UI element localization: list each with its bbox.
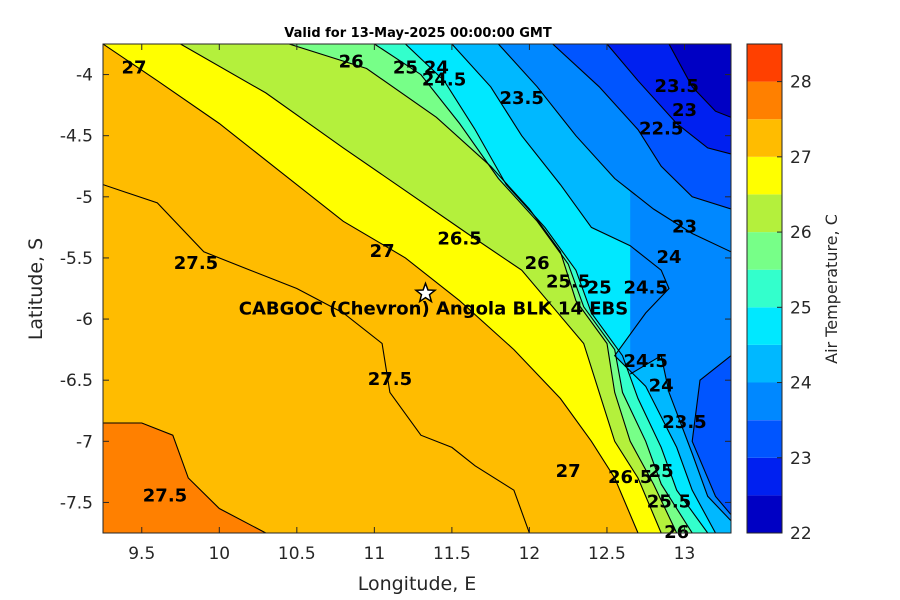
contour-line-22-5 — [668, 44, 731, 118]
x-tick-label: 10.5 — [278, 544, 316, 564]
x-tick-label: 13 — [674, 544, 696, 564]
colorbar-label: Air Temperature, C — [822, 214, 841, 364]
contour-label: 23.5 — [662, 412, 706, 433]
colorbar-swatch — [747, 44, 782, 82]
contour-label: 24.5 — [422, 70, 466, 91]
contour-line-26-5 — [180, 44, 662, 533]
contour-label: 26.5 — [437, 229, 481, 250]
contour-label: 27.5 — [143, 485, 187, 506]
contour-label: 23.5 — [654, 76, 698, 97]
colorbar-frame — [746, 43, 783, 534]
colorbar-swatch — [747, 269, 782, 308]
y-axis-label: Latitude, S — [25, 238, 47, 340]
colorbar-swatch — [747, 119, 782, 157]
x-tick-label: 9.5 — [128, 544, 155, 564]
contour-line-27 — [103, 44, 639, 533]
chart-title: Valid for 13-May-2025 00:00:00 GMT — [284, 26, 552, 41]
contour-line-24-5 — [451, 44, 716, 533]
contour-line-23-5 — [552, 44, 731, 210]
contour-label: 26 — [339, 51, 364, 72]
x-tick-label: 11.5 — [433, 544, 471, 564]
contour-line-layer — [103, 44, 731, 533]
plot-area: 27 26 25 2424.523.523.52322.527.52726.52625… — [102, 43, 732, 543]
colorbar-tick-label: 28 — [790, 73, 812, 93]
contour-line-24 — [497, 44, 731, 253]
contour-label: 26 — [525, 253, 550, 274]
contour-label: 23.5 — [499, 88, 543, 109]
colorbar-swatch — [747, 344, 782, 383]
contour-label: 24.5 — [623, 278, 667, 299]
contour-line-27-5 — [103, 422, 267, 533]
y-tick-label: -5.5 — [60, 249, 93, 269]
colorbar-swatch — [747, 232, 782, 270]
contour-label: 24 — [656, 247, 681, 268]
contour-label: 22.5 — [639, 119, 683, 140]
contour-label: 25 — [649, 461, 674, 482]
contour-line-23-5 — [691, 355, 731, 516]
contour-band-22-5 — [669, 44, 731, 118]
contour-label: 25.5 — [546, 271, 590, 292]
x-tick-label: 12.5 — [588, 544, 626, 564]
y-tick-label: -6.5 — [60, 371, 93, 391]
x-tick-label: 12 — [519, 544, 541, 564]
contour-label: 27.5 — [174, 253, 218, 274]
contour-label: 25.5 — [647, 491, 691, 512]
contour-label: 27 — [121, 58, 146, 79]
colorbar-tick-label: 27 — [790, 148, 812, 168]
y-tick-label: -5 — [76, 188, 93, 208]
plot-frame — [102, 43, 732, 534]
contour-line-25-5 — [374, 44, 693, 533]
colorbar: 22 23 24 25 26 27 28 — [746, 43, 812, 544]
colorbar-swatch — [747, 307, 782, 345]
colorbar-swatch — [747, 156, 782, 195]
contour-label: 24 — [424, 58, 449, 79]
colorbar-tick-label: 23 — [790, 449, 812, 469]
y-tick-label: -7 — [76, 432, 93, 452]
contour-label: 26.5 — [608, 467, 652, 488]
contour-label: 27 — [370, 241, 395, 262]
contour-label: 25 — [393, 58, 418, 79]
y-tick-label: -6 — [76, 310, 93, 330]
x-tick-label: 10 — [208, 544, 230, 564]
x-axis: 9.5 10 10.5 11 11.5 12 12.5 13 — [128, 44, 695, 564]
contour-line-25 — [405, 44, 709, 533]
contour-label: 24.5 — [623, 351, 667, 372]
y-tick-label: -4 — [76, 66, 93, 86]
contour-line-27-5 — [103, 184, 530, 533]
annotation-layer: CABGOC (Chevron) Angola BLK 14 EBS — [239, 281, 628, 319]
colorbar-swatch — [747, 457, 782, 496]
contour-band-23-5 — [692, 44, 731, 515]
contour-label: 23 — [672, 216, 697, 237]
contour-fill-layer — [103, 44, 731, 533]
colorbar-swatch — [747, 420, 782, 458]
contour-label: 23 — [672, 100, 697, 121]
colorbar-swatch — [747, 495, 782, 533]
contour-line-26 — [288, 44, 678, 533]
contour-label-layer: 27 26 25 2424.523.523.52322.527.52726.52625… — [121, 51, 706, 543]
x-axis-label: Longitude, E — [358, 573, 477, 595]
contour-label: 27 — [556, 461, 581, 482]
colorbar-tick-label: 22 — [790, 524, 812, 544]
colorbar-swatch — [747, 382, 782, 421]
colorbar-tick-label: 24 — [790, 374, 812, 394]
contour-label: 24 — [649, 375, 674, 396]
site-label: CABGOC (Chevron) Angola BLK 14 EBS — [239, 298, 628, 319]
contour-line-24 — [629, 354, 731, 522]
site-star-marker — [413, 281, 438, 304]
colorbar-swatch — [747, 81, 782, 120]
contour-label: 27.5 — [368, 369, 412, 390]
y-tick-label: -4.5 — [60, 127, 93, 147]
colorbar-tick-label: 26 — [790, 223, 812, 243]
colorbar-tick-label: 25 — [790, 298, 812, 318]
contour-line-23 — [606, 44, 731, 155]
colorbar-swatch — [747, 194, 782, 233]
x-tick-label: 11 — [364, 544, 386, 564]
y-axis: -4 -4.5 -5 -5.5 -6 -6.5 -7 -7.5 — [60, 66, 731, 513]
y-tick-label: -7.5 — [60, 493, 93, 513]
contour-label: 25 — [587, 278, 612, 299]
